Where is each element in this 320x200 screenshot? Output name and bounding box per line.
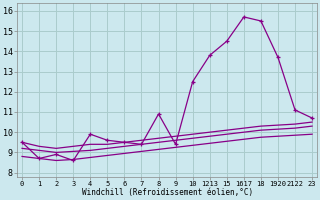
X-axis label: Windchill (Refroidissement éolien,°C): Windchill (Refroidissement éolien,°C) (82, 188, 252, 197)
